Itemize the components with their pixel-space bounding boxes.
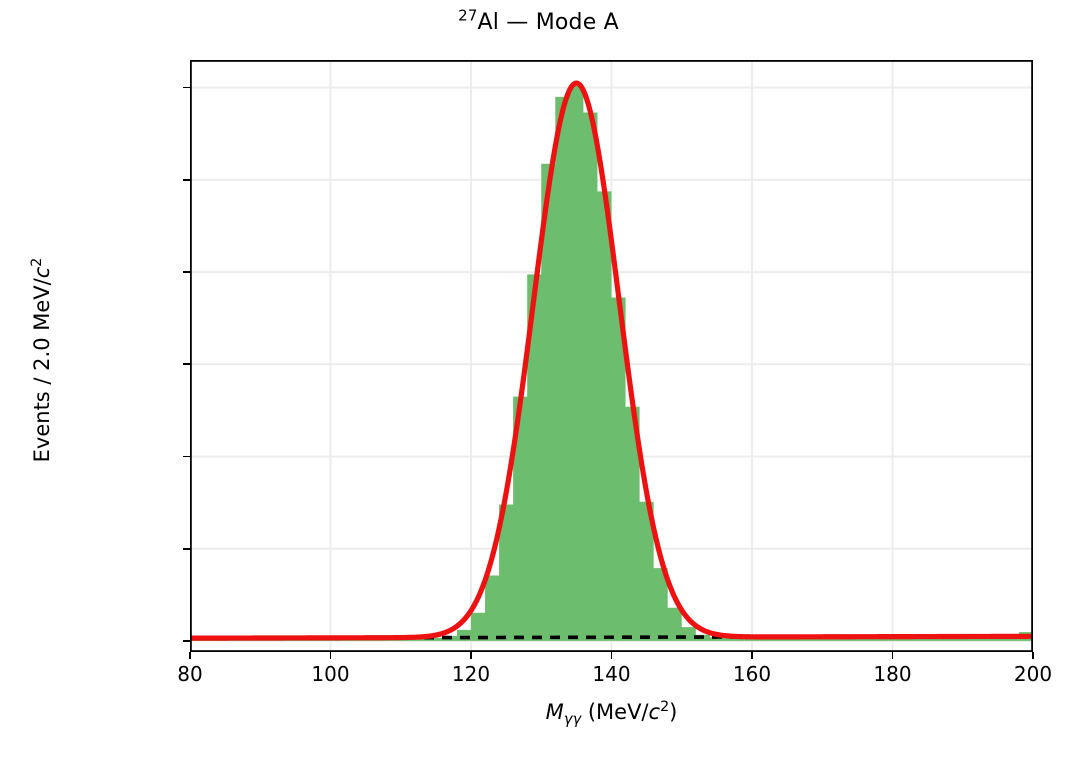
x-axis-tick-mark bbox=[329, 652, 332, 659]
plot-frame bbox=[190, 60, 1033, 652]
plot-svg bbox=[190, 60, 1033, 652]
y-axis-tick-mark bbox=[183, 179, 190, 181]
x-axis-tick-label: 80 bbox=[177, 662, 203, 686]
chart-title-isotope-superscript: 27 bbox=[458, 6, 478, 25]
x-axis-tick-label: 160 bbox=[732, 662, 772, 686]
x-axis-label-unit-close: ) bbox=[669, 700, 678, 724]
chart-title-mode: Mode A bbox=[535, 10, 619, 35]
y-axis-label-exponent: 2 bbox=[29, 257, 45, 267]
x-axis-label-subscript: γγ bbox=[563, 711, 582, 729]
x-axis-label-unit-c: c bbox=[648, 700, 661, 724]
y-axis-label-c: c bbox=[30, 266, 54, 279]
x-axis-tick-mark bbox=[891, 652, 894, 659]
y-axis-tick-mark bbox=[183, 363, 190, 366]
y-axis-label-prefix: Events / 2.0 MeV/ bbox=[30, 278, 54, 463]
x-axis-tick-label: 180 bbox=[873, 662, 912, 686]
y-axis-tick-mark bbox=[183, 640, 190, 642]
fit-curve bbox=[190, 80, 1033, 641]
x-axis-label-unit-open: (MeV/ bbox=[581, 700, 649, 724]
x-axis-tick-mark bbox=[470, 652, 472, 659]
x-axis-tick-label: 140 bbox=[592, 662, 631, 686]
x-axis-tick-mark bbox=[189, 652, 191, 659]
x-axis-tick-label: 200 bbox=[1013, 662, 1053, 686]
plot-area bbox=[190, 60, 1033, 652]
y-axis-tick-mark bbox=[183, 86, 190, 89]
histogram-series bbox=[190, 85, 1033, 641]
x-axis-label: Mγγ (MeV/c2) bbox=[190, 699, 1033, 727]
y-axis-tick-mark bbox=[183, 547, 190, 550]
x-axis-label-unit-exponent: 2 bbox=[660, 699, 670, 715]
chart-title-element: Al bbox=[477, 10, 500, 35]
x-axis-tick-mark bbox=[610, 652, 613, 659]
chart-title-dash: — bbox=[499, 10, 536, 35]
x-axis-label-symbol: M bbox=[545, 700, 564, 724]
chart-title: 27Al — Mode A bbox=[0, 6, 1077, 35]
y-axis-tick-mark bbox=[183, 271, 190, 273]
x-axis-tick-label: 100 bbox=[311, 662, 350, 686]
x-axis-tick-label: 120 bbox=[451, 662, 491, 686]
y-axis-tick-mark bbox=[183, 455, 190, 458]
x-axis-tick-mark bbox=[1032, 652, 1034, 659]
x-axis-tick-mark bbox=[751, 652, 753, 659]
y-axis-label: Events / 2.0 MeV/c2 bbox=[29, 60, 60, 660]
